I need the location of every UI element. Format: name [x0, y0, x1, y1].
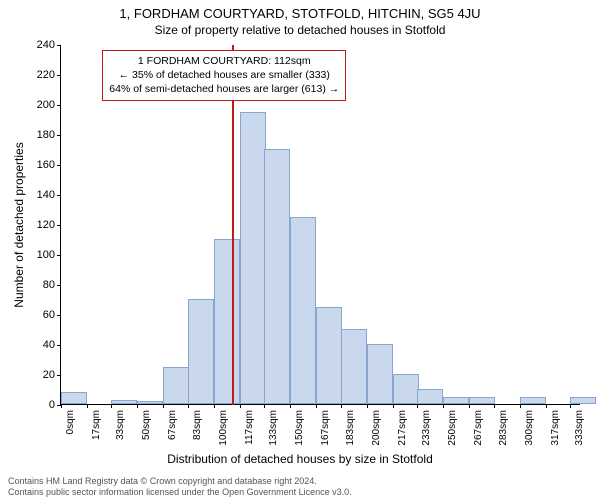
xtick-label: 183sqm	[345, 410, 356, 446]
histogram-bar	[393, 374, 419, 404]
xtick-mark	[520, 404, 521, 408]
ytick-label: 200	[25, 99, 55, 111]
ytick-label: 140	[25, 189, 55, 201]
ytick-label: 160	[25, 159, 55, 171]
ytick-mark	[57, 195, 61, 196]
xtick-mark	[87, 404, 88, 408]
histogram-bar	[163, 367, 189, 405]
ytick-mark	[57, 165, 61, 166]
histogram-bar	[443, 397, 469, 405]
xtick-label: 200sqm	[371, 410, 382, 446]
xtick-label: 100sqm	[218, 410, 229, 446]
xtick-label: 333sqm	[574, 410, 585, 446]
xtick-label: 133sqm	[268, 410, 279, 446]
xtick-label: 0sqm	[65, 410, 76, 434]
xtick-label: 267sqm	[473, 410, 484, 446]
histogram-bar	[61, 392, 87, 404]
xtick-label: 67sqm	[167, 410, 178, 440]
xtick-label: 217sqm	[397, 410, 408, 446]
ytick-mark	[57, 345, 61, 346]
ytick-mark	[57, 285, 61, 286]
xtick-label: 117sqm	[244, 410, 255, 445]
ytick-mark	[57, 225, 61, 226]
histogram-bar	[290, 217, 316, 405]
xtick-mark	[290, 404, 291, 408]
ytick-mark	[57, 375, 61, 376]
xtick-mark	[367, 404, 368, 408]
ytick-label: 120	[25, 219, 55, 231]
histogram-bar	[264, 149, 290, 404]
ytick-mark	[57, 135, 61, 136]
xtick-mark	[61, 404, 62, 408]
ytick-label: 240	[25, 39, 55, 51]
xtick-label: 33sqm	[115, 410, 126, 440]
xtick-mark	[137, 404, 138, 408]
histogram-bar	[240, 112, 266, 405]
ytick-label: 220	[25, 69, 55, 81]
ytick-label: 80	[25, 279, 55, 291]
histogram-bar	[137, 401, 163, 404]
xtick-mark	[316, 404, 317, 408]
ytick-mark	[57, 45, 61, 46]
y-axis-label: Number of detached properties	[12, 142, 26, 307]
xtick-mark	[546, 404, 547, 408]
credit-line-2: Contains public sector information licen…	[8, 487, 352, 498]
chart-area: 0204060801001201401601802002202400sqm17s…	[60, 45, 580, 405]
ytick-label: 20	[25, 369, 55, 381]
xtick-label: 17sqm	[91, 410, 102, 440]
xtick-mark	[417, 404, 418, 408]
xtick-mark	[494, 404, 495, 408]
histogram-bar	[316, 307, 342, 405]
histogram-bar	[367, 344, 393, 404]
ytick-mark	[57, 255, 61, 256]
credits: Contains HM Land Registry data © Crown c…	[8, 476, 352, 498]
histogram-bar	[111, 400, 137, 405]
annotation-box: 1 FORDHAM COURTYARD: 112sqm← 35% of deta…	[102, 50, 346, 101]
xtick-label: 167sqm	[320, 410, 331, 446]
ytick-mark	[57, 105, 61, 106]
xtick-mark	[393, 404, 394, 408]
xtick-mark	[111, 404, 112, 408]
xtick-label: 250sqm	[447, 410, 458, 446]
xtick-mark	[341, 404, 342, 408]
xtick-label: 150sqm	[294, 410, 305, 446]
credit-line-1: Contains HM Land Registry data © Crown c…	[8, 476, 352, 487]
ytick-label: 40	[25, 339, 55, 351]
histogram-bar	[417, 389, 443, 404]
histogram-bar	[570, 397, 596, 405]
xtick-label: 50sqm	[141, 410, 152, 440]
xtick-mark	[214, 404, 215, 408]
annotation-line: 1 FORDHAM COURTYARD: 112sqm	[109, 54, 339, 68]
chart-subtitle: Size of property relative to detached ho…	[0, 21, 600, 37]
xtick-label: 300sqm	[524, 410, 535, 446]
xtick-mark	[188, 404, 189, 408]
xtick-mark	[240, 404, 241, 408]
histogram-bar	[341, 329, 367, 404]
annotation-line: ← 35% of detached houses are smaller (33…	[109, 68, 339, 82]
ytick-mark	[57, 75, 61, 76]
xtick-mark	[469, 404, 470, 408]
xtick-mark	[264, 404, 265, 408]
xtick-mark	[443, 404, 444, 408]
x-axis-label: Distribution of detached houses by size …	[0, 452, 600, 466]
xtick-label: 83sqm	[192, 410, 203, 440]
plot-area: 0204060801001201401601802002202400sqm17s…	[60, 45, 580, 405]
ytick-label: 180	[25, 129, 55, 141]
ytick-label: 60	[25, 309, 55, 321]
xtick-mark	[570, 404, 571, 408]
histogram-bar	[469, 397, 495, 405]
annotation-line: 64% of semi-detached houses are larger (…	[109, 82, 339, 96]
histogram-bar	[188, 299, 214, 404]
xtick-label: 233sqm	[421, 410, 432, 446]
ytick-label: 0	[25, 399, 55, 411]
xtick-mark	[163, 404, 164, 408]
histogram-bar	[214, 239, 240, 404]
histogram-bar	[520, 397, 546, 405]
ytick-label: 100	[25, 249, 55, 261]
chart-title: 1, FORDHAM COURTYARD, STOTFOLD, HITCHIN,…	[0, 0, 600, 21]
ytick-mark	[57, 315, 61, 316]
xtick-label: 283sqm	[498, 410, 509, 446]
xtick-label: 317sqm	[550, 410, 561, 446]
